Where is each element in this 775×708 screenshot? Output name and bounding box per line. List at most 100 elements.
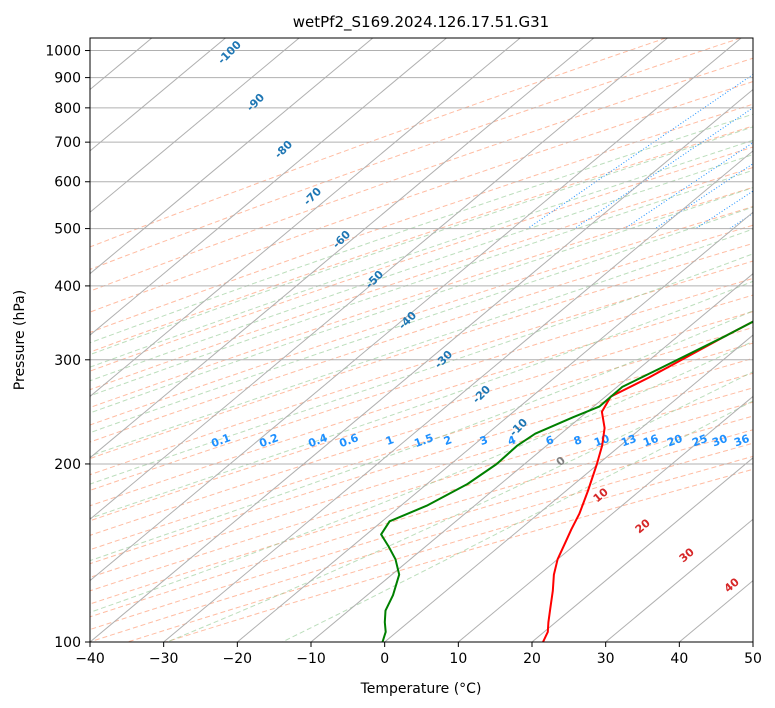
mixing-ratio-label: 3 <box>478 433 490 448</box>
moist-adiabat-line <box>90 113 753 344</box>
dry-adiabat-line <box>90 277 753 491</box>
mixing-ratio-label: 0.2 <box>257 431 280 450</box>
y-tick-label: 600 <box>54 175 81 191</box>
dry-adiabat-line <box>90 38 668 248</box>
y-tick-label: 300 <box>54 353 81 369</box>
y-tick-label: 1000 <box>45 44 81 60</box>
mixing-ratio-label: 20 <box>665 432 684 450</box>
mixing-ratio-label: 30 <box>710 432 729 450</box>
moist-adiabat-line <box>90 139 753 368</box>
mixing-ratio-label: 1 <box>384 433 396 448</box>
moist-adiabat-line <box>90 340 753 613</box>
y-tick-label: 400 <box>54 279 81 295</box>
mixing-ratio-line <box>527 73 753 230</box>
moist-adiabat-line <box>166 371 753 642</box>
mixing-ratio-label: 4 <box>506 433 518 448</box>
dry-adiabat-line <box>90 294 753 507</box>
isotherm-line <box>90 38 300 213</box>
mixing-ratio-line <box>754 36 775 229</box>
y-tick-label: 100 <box>54 635 81 651</box>
dewpoint-trace <box>380 320 753 642</box>
dry-adiabat-line <box>90 342 753 551</box>
mixing-ratio-label: 0.1 <box>209 431 232 450</box>
isotherm-line <box>90 38 668 520</box>
moist-adiabat-line <box>90 228 753 457</box>
isotherm-line <box>458 395 753 642</box>
dry-adiabat-label: -100 <box>215 38 244 67</box>
isotherm-line <box>90 38 374 275</box>
dry-adiabat-line <box>90 125 753 353</box>
dry-adiabat-line <box>90 242 753 460</box>
isotherm-line <box>679 579 753 642</box>
x-tick-label: 0 <box>380 651 389 667</box>
mixing-ratio-line <box>695 190 753 230</box>
moist-adiabat-line <box>90 154 753 382</box>
dry-adiabat-line <box>90 260 753 476</box>
chart-title: wetPf2_S169.2024.126.17.51.G31 <box>293 13 549 32</box>
dry-adiabat-line <box>90 387 753 592</box>
isotherm-line <box>752 641 753 642</box>
isotherm-line <box>163 150 753 642</box>
moist-adiabat-label: 20 <box>633 516 653 536</box>
dry-adiabat-line <box>90 166 753 391</box>
dry-adiabat-label: -40 <box>396 309 419 332</box>
isotherm-line <box>90 38 595 459</box>
mixing-ratio-label: 25 <box>690 432 709 449</box>
mixing-ratio-label: 0.6 <box>337 431 360 450</box>
background-lines-layer <box>90 36 775 642</box>
dry-adiabat-line <box>90 81 753 313</box>
moist-adiabat-line <box>90 253 753 485</box>
y-tick-label: 800 <box>54 101 81 117</box>
moist-adiabat-line <box>90 206 753 434</box>
isotherm-line <box>605 518 753 642</box>
mixing-ratio-label: 2 <box>442 433 454 448</box>
y-tick-label: 500 <box>54 222 81 238</box>
dry-adiabat-line <box>164 468 753 642</box>
dry-adiabat-line <box>90 372 753 578</box>
dry-adiabat-line <box>90 146 753 372</box>
isotherm-line <box>384 334 753 642</box>
dry-adiabat-line <box>90 326 753 536</box>
mixing-ratio-label: 13 <box>619 432 638 449</box>
mixing-ratio-label: 6 <box>544 433 556 448</box>
moist-adiabat-line <box>90 126 753 356</box>
mixing-ratio-label: 36 <box>732 432 751 450</box>
isotherm-line <box>90 38 742 582</box>
dry-adiabat-line <box>90 224 753 443</box>
moist-adiabat-line <box>90 310 753 562</box>
moist-adiabat-line <box>90 169 753 397</box>
dry-adiabat-label: -80 <box>272 138 295 161</box>
moist-adiabat-line <box>282 400 753 642</box>
sounding-traces-layer <box>380 320 753 642</box>
mixing-ratio-label: 0.4 <box>306 431 329 450</box>
x-tick-label: 20 <box>523 651 541 667</box>
isotherm-line <box>90 88 753 642</box>
mixing-ratio-label: 16 <box>641 432 660 450</box>
isotherm-line <box>237 211 753 642</box>
mixing-ratio-line <box>574 107 753 230</box>
mixing-ratio-label: 1.5 <box>412 431 435 450</box>
dry-adiabat-label: -90 <box>244 91 267 114</box>
x-tick-label: 50 <box>744 651 762 667</box>
moist-adiabat-label: 30 <box>677 545 697 565</box>
x-axis-label: Temperature (°C) <box>360 681 482 697</box>
plot-frame <box>89 37 754 643</box>
dry-adiabat-line <box>90 310 753 522</box>
moist-adiabat-line <box>90 280 753 519</box>
y-tick-label: 700 <box>54 135 81 151</box>
x-tick-label: −30 <box>149 651 179 667</box>
dry-adiabat-label: -60 <box>330 228 353 251</box>
isotherm-line <box>310 273 753 642</box>
axes-layer: −40 −30 −20 −10 0 10 20 30 40 50 1000 900 800 700 600 5… <box>45 44 762 667</box>
isotherm-line <box>90 38 521 398</box>
dry-adiabat-line <box>90 38 743 270</box>
dry-adiabat-line <box>90 186 753 409</box>
y-tick-label: 200 <box>54 457 81 473</box>
dry-adiabat-line <box>90 429 753 631</box>
isotherm-line <box>531 457 753 642</box>
x-tick-label: 10 <box>449 651 467 667</box>
x-tick-label: 30 <box>597 651 615 667</box>
moist-adiabat-line <box>90 186 753 414</box>
y-axis-label: Pressure (hPa) <box>12 290 28 390</box>
